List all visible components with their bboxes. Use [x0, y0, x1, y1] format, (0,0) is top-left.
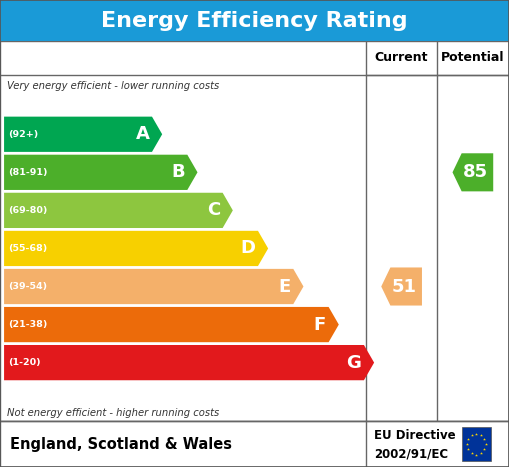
- Text: 51: 51: [391, 277, 417, 296]
- Text: (55-68): (55-68): [8, 244, 47, 253]
- Text: G: G: [347, 354, 361, 372]
- Text: B: B: [171, 163, 185, 181]
- Polygon shape: [4, 193, 233, 228]
- Text: (69-80): (69-80): [8, 206, 47, 215]
- Text: (21-38): (21-38): [8, 320, 47, 329]
- Text: E: E: [278, 277, 291, 296]
- Text: Current: Current: [375, 51, 429, 64]
- Bar: [0, 41, 509, 421]
- Text: (92+): (92+): [8, 130, 38, 139]
- Polygon shape: [4, 307, 339, 342]
- Bar: [0, 421, 509, 467]
- Polygon shape: [4, 155, 197, 190]
- Text: Energy Efficiency Rating: Energy Efficiency Rating: [101, 11, 408, 30]
- Polygon shape: [4, 345, 374, 380]
- Polygon shape: [453, 153, 493, 191]
- Text: 2002/91/EC: 2002/91/EC: [374, 448, 448, 460]
- Text: (39-54): (39-54): [8, 282, 47, 291]
- Polygon shape: [381, 268, 422, 305]
- Text: Very energy efficient - lower running costs: Very energy efficient - lower running co…: [7, 80, 219, 91]
- Text: England, Scotland & Wales: England, Scotland & Wales: [10, 437, 232, 452]
- Bar: [0, 0, 509, 41]
- Text: A: A: [135, 125, 150, 143]
- Text: EU Directive: EU Directive: [374, 429, 456, 442]
- Text: (1-20): (1-20): [8, 358, 41, 367]
- Bar: [462, 427, 491, 461]
- Text: 85: 85: [463, 163, 488, 181]
- Polygon shape: [4, 117, 162, 152]
- Text: Not energy efficient - higher running costs: Not energy efficient - higher running co…: [7, 408, 219, 418]
- Text: F: F: [314, 316, 326, 333]
- Polygon shape: [4, 231, 268, 266]
- Text: (81-91): (81-91): [8, 168, 48, 177]
- Text: Potential: Potential: [441, 51, 504, 64]
- Text: D: D: [240, 240, 256, 257]
- Text: C: C: [207, 201, 220, 219]
- Polygon shape: [4, 269, 303, 304]
